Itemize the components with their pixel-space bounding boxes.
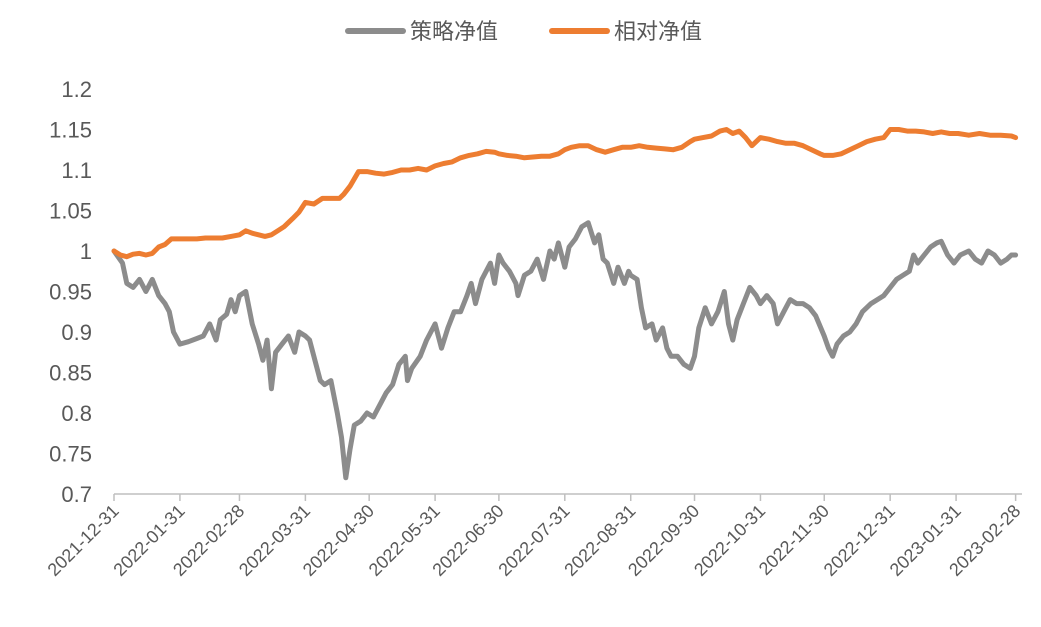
y-tick-label: 0.75 [49, 442, 92, 467]
y-tick-label: 1.15 [49, 118, 92, 143]
y-tick-label: 1 [80, 239, 92, 264]
legend-label-2: 相对净值 [614, 20, 702, 45]
series-line-2 [111, 127, 1019, 260]
x-axis-ticks: 2021-12-312022-01-312022-02-282022-03-31… [44, 494, 1024, 580]
y-tick-label: 1.2 [61, 77, 92, 102]
y-tick-label: 0.7 [61, 482, 92, 507]
y-tick-label: 1.1 [61, 158, 92, 183]
y-tick-label: 0.9 [61, 320, 92, 345]
y-tick-label: 0.95 [49, 280, 92, 305]
series-line-1 [111, 220, 1019, 481]
y-axis-ticks: 0.7 0.75 0.8 0.85 0.9 0.95 1 1.05 1.1 1.15 1.2 [49, 77, 92, 507]
y-tick-label: 0.8 [61, 401, 92, 426]
series-layer [111, 127, 1019, 481]
y-tick-label: 0.85 [49, 361, 92, 386]
legend-label-1: 策略净值 [410, 20, 498, 45]
y-tick-label: 1.05 [49, 199, 92, 224]
legend: 策略净值 相对净值 [345, 20, 702, 45]
